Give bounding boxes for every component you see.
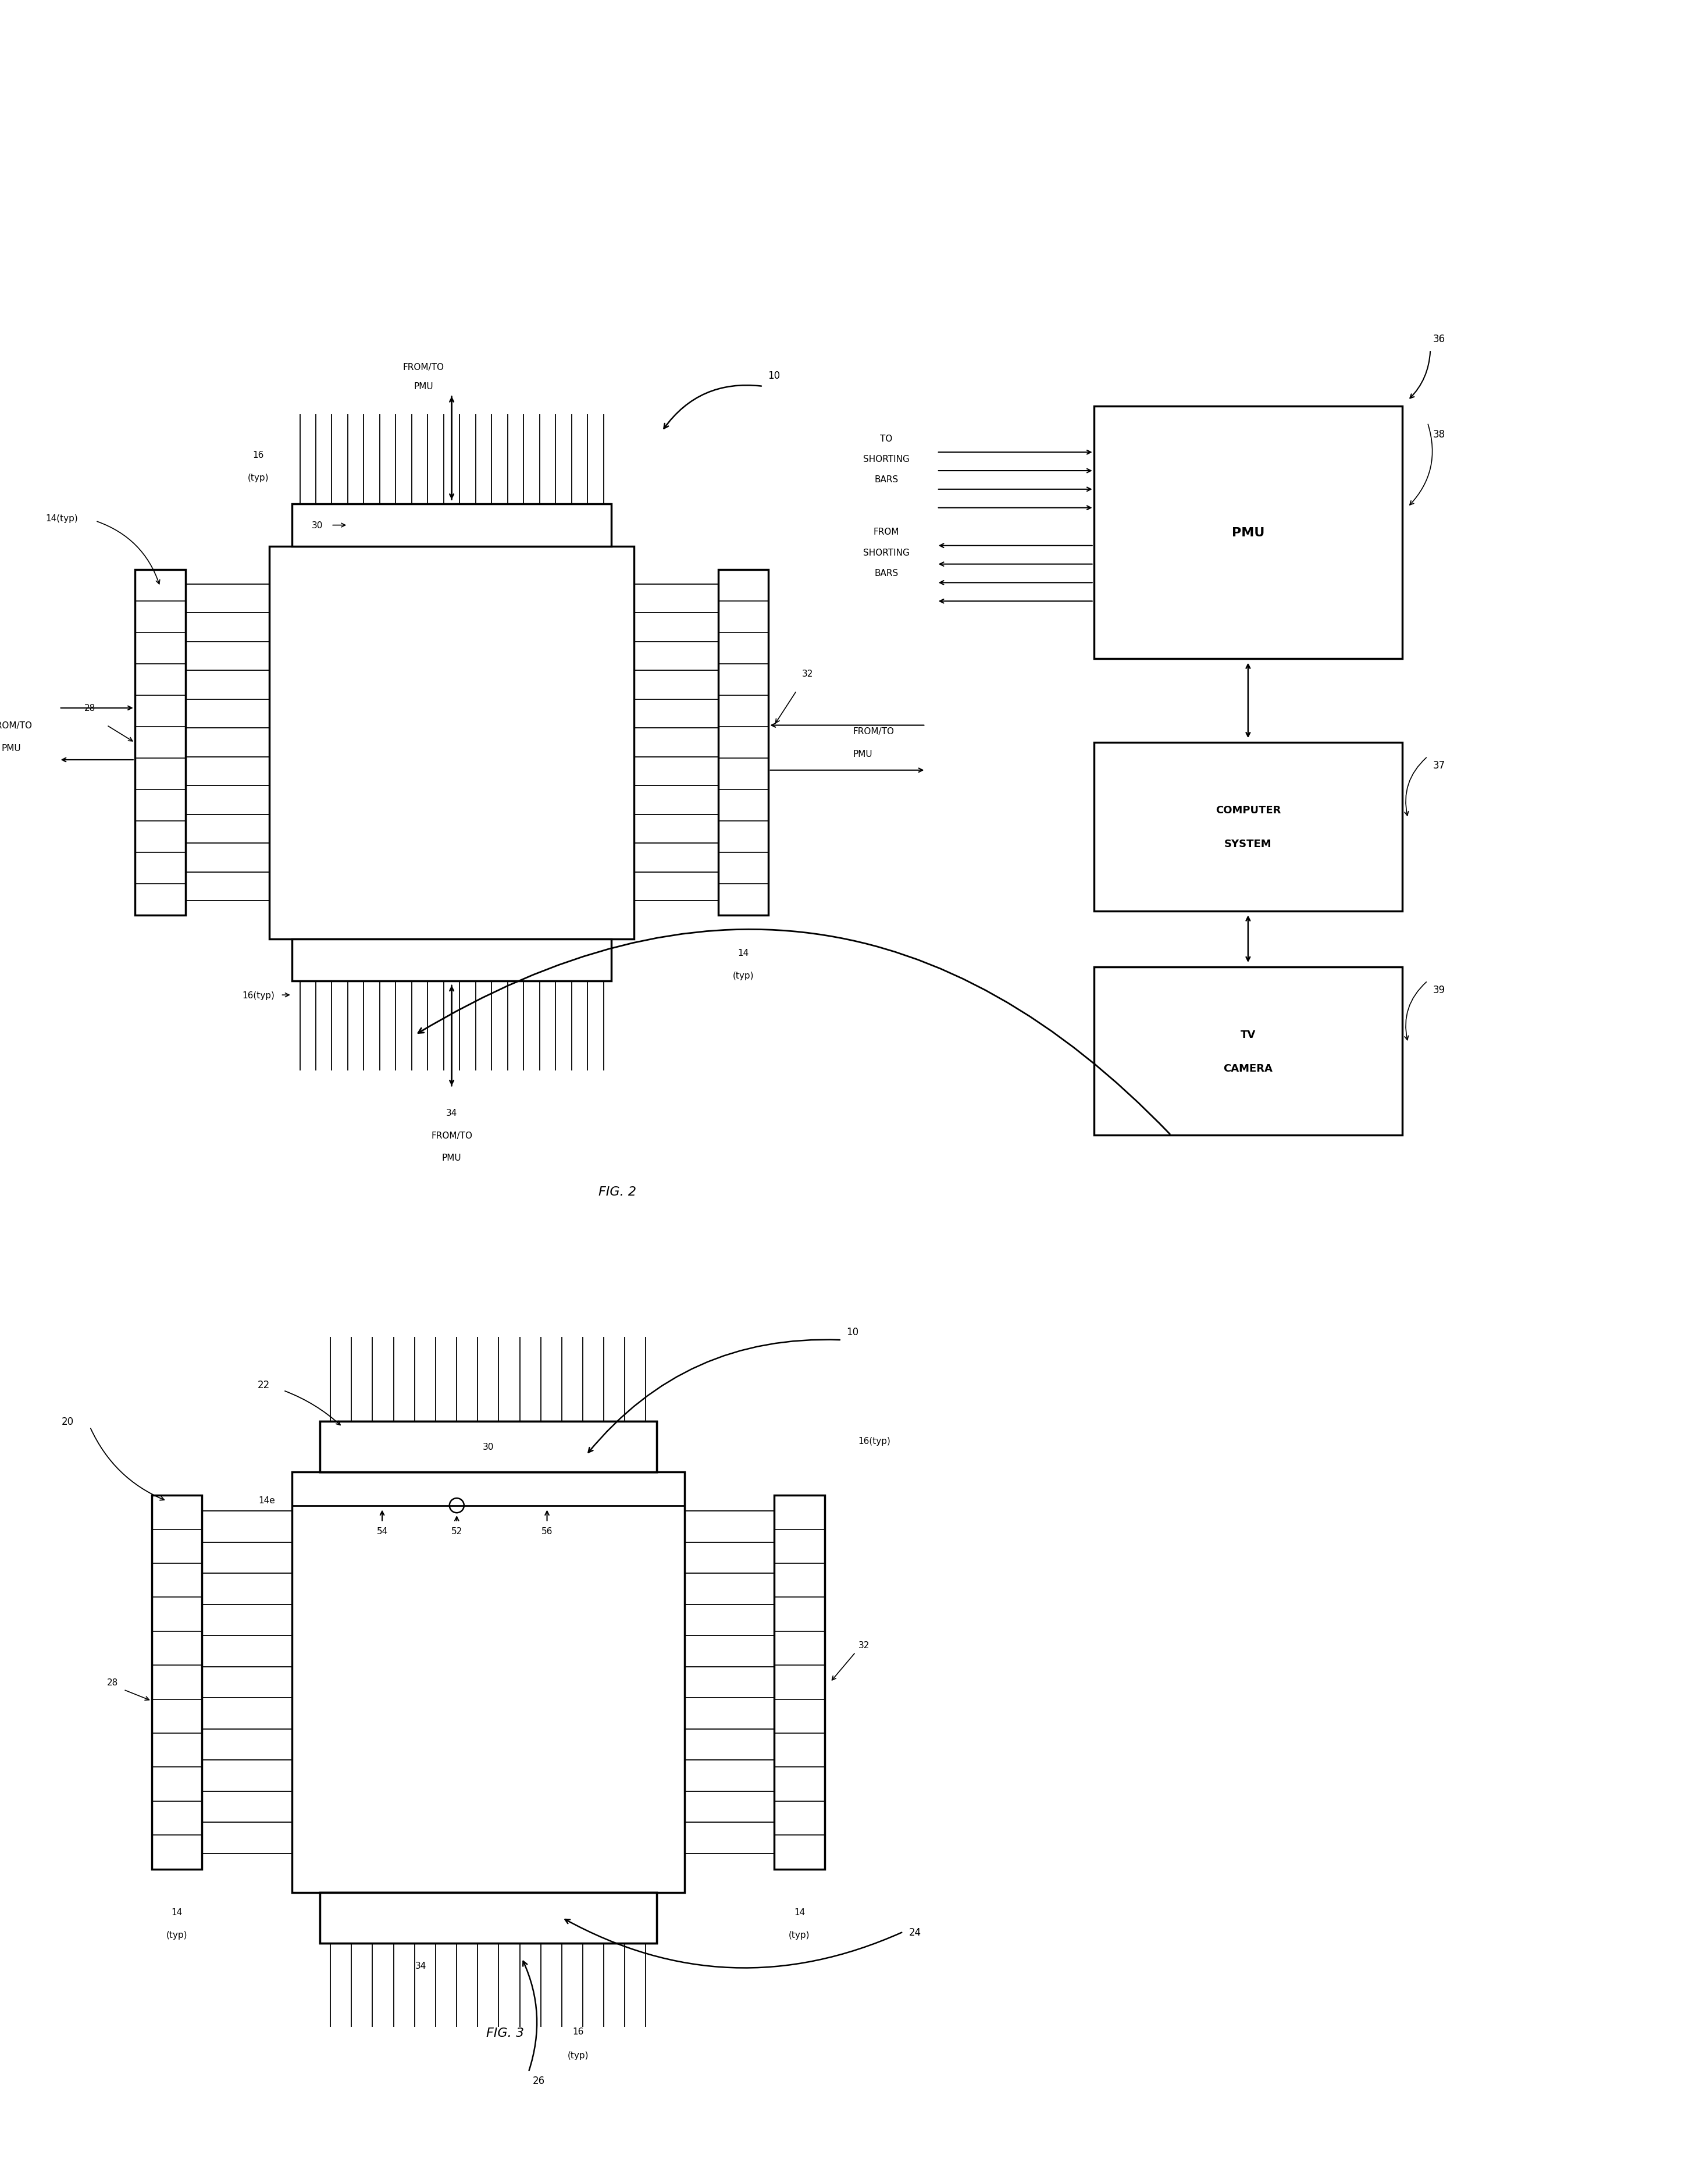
Text: FIG. 2: FIG. 2	[598, 1186, 637, 1197]
Text: FROM/TO: FROM/TO	[0, 721, 32, 729]
Text: PMU: PMU	[853, 749, 872, 758]
Bar	[270, 546, 633, 939]
Text: 14(typ): 14(typ)	[46, 513, 78, 522]
Text: 14: 14	[794, 1909, 806, 1918]
Text: 26: 26	[532, 2075, 546, 2086]
Bar	[319, 1422, 657, 1472]
Bar	[152, 1496, 203, 1870]
Text: 14: 14	[171, 1909, 182, 1918]
Text: FROM/TO: FROM/TO	[404, 363, 444, 371]
Text: 38: 38	[1434, 430, 1446, 439]
Text: 37: 37	[1434, 760, 1446, 771]
Text: SHORTING: SHORTING	[863, 548, 910, 557]
Text: (typ): (typ)	[248, 474, 269, 483]
Text: 34: 34	[415, 1961, 426, 1970]
Text: BARS: BARS	[875, 476, 899, 485]
Bar	[319, 1894, 657, 1944]
Text: COMPUTER: COMPUTER	[1216, 806, 1280, 815]
Text: PMU: PMU	[443, 1153, 461, 1162]
Text: 24: 24	[909, 1926, 921, 1937]
Text: TO: TO	[880, 435, 892, 443]
Text: 34: 34	[446, 1109, 458, 1118]
Bar	[774, 1496, 824, 1870]
Text: FROM/TO: FROM/TO	[853, 727, 893, 736]
Text: 10: 10	[768, 371, 780, 380]
Bar	[1094, 968, 1402, 1136]
Text: PMU: PMU	[414, 382, 434, 391]
Bar	[1094, 743, 1402, 911]
Text: SHORTING: SHORTING	[863, 454, 910, 463]
Text: (typ): (typ)	[166, 1931, 187, 1939]
Text: PMU: PMU	[1231, 526, 1265, 539]
Text: (typ): (typ)	[568, 2051, 588, 2060]
Text: 14: 14	[738, 948, 748, 957]
Bar	[292, 505, 611, 546]
Text: 16(typ): 16(typ)	[858, 1437, 890, 1446]
Text: 56: 56	[542, 1527, 552, 1535]
Text: 39: 39	[1434, 985, 1446, 996]
Text: (typ): (typ)	[789, 1931, 811, 1939]
Text: 52: 52	[451, 1527, 463, 1535]
Text: 28: 28	[106, 1677, 118, 1686]
Text: 10: 10	[846, 1326, 858, 1337]
Text: 36: 36	[1434, 334, 1446, 345]
Text: SYSTEM: SYSTEM	[1225, 839, 1272, 850]
Bar	[1094, 406, 1402, 660]
Text: (typ): (typ)	[733, 972, 753, 981]
Text: TV: TV	[1240, 1029, 1255, 1040]
Bar	[292, 1472, 684, 1894]
Text: FROM/TO: FROM/TO	[431, 1131, 473, 1140]
Text: FIG. 3: FIG. 3	[486, 2027, 524, 2038]
Text: 16(typ): 16(typ)	[242, 992, 274, 1000]
Text: BARS: BARS	[875, 568, 899, 577]
Text: 16: 16	[573, 2027, 583, 2035]
Text: CAMERA: CAMERA	[1223, 1064, 1274, 1072]
Text: 32: 32	[802, 670, 814, 679]
Text: FROM: FROM	[873, 529, 899, 537]
Text: 16: 16	[253, 450, 263, 459]
Bar	[319, 1422, 657, 1472]
Text: 30: 30	[311, 522, 323, 531]
Text: 30: 30	[483, 1441, 493, 1450]
Text: 22: 22	[258, 1380, 270, 1391]
Bar	[718, 570, 768, 915]
Text: 28: 28	[84, 703, 96, 712]
Bar	[135, 570, 186, 915]
Text: 14e: 14e	[258, 1496, 275, 1505]
Text: 54: 54	[377, 1527, 388, 1535]
Text: 20: 20	[61, 1415, 74, 1426]
Bar	[319, 1894, 657, 1944]
Text: PMU: PMU	[2, 745, 22, 753]
Text: 32: 32	[858, 1640, 870, 1649]
Bar	[292, 939, 611, 981]
